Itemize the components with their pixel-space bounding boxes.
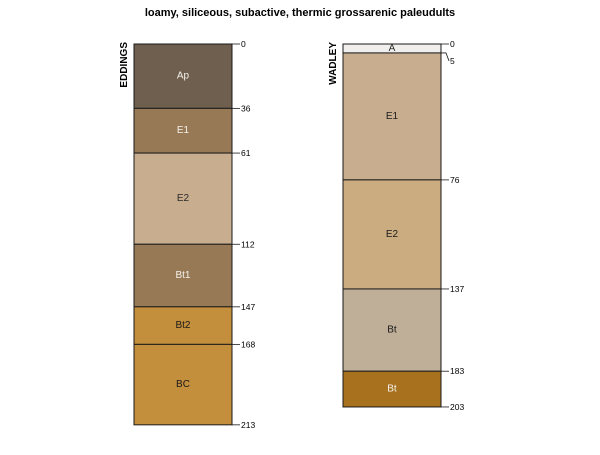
horizon-eddings-6 <box>133 343 233 426</box>
horizon-label-wadley-4: Bt <box>387 325 397 336</box>
depth-tick-wadley-5 <box>441 52 450 62</box>
horizon-eddings-3 <box>133 152 233 245</box>
horizon-label-wadley-2: E1 <box>386 111 399 122</box>
depth-label-eddings-36: 36 <box>241 103 251 113</box>
profile-wadley: WADLEY A E1 E2 Bt Bt 0 5 76 137 183 203 <box>328 39 464 412</box>
horizon-label-eddings-6: BC <box>176 379 190 390</box>
horizon-label-eddings-5: Bt2 <box>175 320 190 331</box>
profile-name-wadley: WADLEY <box>328 42 339 85</box>
depth-label-eddings-147: 147 <box>241 302 255 312</box>
depth-label-wadley-183: 183 <box>450 366 464 376</box>
depth-label-wadley-0: 0 <box>450 39 455 49</box>
horizon-label-wadley-3: E2 <box>386 229 399 240</box>
horizon-label-eddings-1: Ap <box>177 71 190 82</box>
horizon-label-wadley-1: A <box>389 43 396 54</box>
profiles-group: EDDINGS Ap E1 E2 Bt1 Bt2 BC 0 36 61 112 147 168 213 WA… <box>119 39 464 430</box>
depth-label-wadley-203: 203 <box>450 402 464 412</box>
horizon-label-eddings-2: E1 <box>177 125 190 136</box>
depth-label-eddings-61: 61 <box>241 148 251 158</box>
horizon-wadley-3 <box>342 179 442 290</box>
depth-label-wadley-5: 5 <box>450 56 455 66</box>
horizon-wadley-4 <box>342 288 442 372</box>
horizon-label-eddings-3: E2 <box>177 193 190 204</box>
horizon-eddings-4 <box>133 243 233 308</box>
depth-label-eddings-0: 0 <box>241 39 246 49</box>
horizon-wadley-5 <box>342 370 442 408</box>
profile-name-eddings: EDDINGS <box>119 42 130 88</box>
horizon-label-wadley-5: Bt <box>387 384 397 395</box>
horizon-eddings-1 <box>133 43 233 109</box>
depth-label-eddings-168: 168 <box>241 339 255 349</box>
horizon-eddings-2 <box>133 107 233 154</box>
depth-label-wadley-76: 76 <box>450 175 460 185</box>
profile-eddings: EDDINGS Ap E1 E2 Bt1 Bt2 BC 0 36 61 112 147 168 213 <box>119 39 255 430</box>
horizon-label-eddings-4: Bt1 <box>175 270 190 281</box>
depth-label-wadley-137: 137 <box>450 284 464 294</box>
depth-label-eddings-112: 112 <box>241 239 255 249</box>
figure-title: loamy, siliceous, subactive, thermic gro… <box>145 7 455 19</box>
depth-label-eddings-213: 213 <box>241 420 255 430</box>
